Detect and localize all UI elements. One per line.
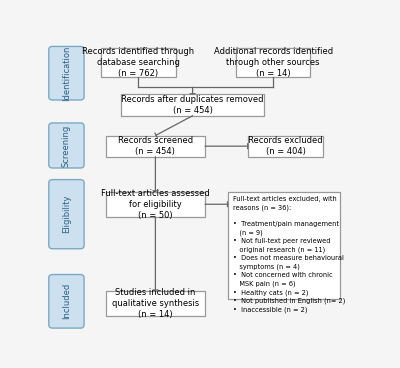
Text: Records after duplicates removed
(n = 454): Records after duplicates removed (n = 45… xyxy=(121,95,264,115)
Text: Full-text articles excluded, with
reasons (n = 36):

•  Treatment/pain managemen: Full-text articles excluded, with reason… xyxy=(232,196,345,313)
Text: Screening: Screening xyxy=(62,124,71,167)
Text: Full-text articles assessed
for eligibility
(n = 50): Full-text articles assessed for eligibil… xyxy=(101,189,210,220)
Text: Identification: Identification xyxy=(62,46,71,101)
Text: Records excluded
(n = 404): Records excluded (n = 404) xyxy=(248,136,323,156)
Text: Records identified through
database searching
(n = 762): Records identified through database sear… xyxy=(82,47,194,78)
Bar xyxy=(228,191,340,299)
Text: Studies included in
qualitative synthesis
(n = 14): Studies included in qualitative synthesi… xyxy=(112,288,199,319)
Bar xyxy=(236,49,310,77)
Text: Additional records identified
through other sources
(n = 14): Additional records identified through ot… xyxy=(214,47,333,78)
Bar xyxy=(101,49,176,77)
Bar xyxy=(106,191,205,217)
Text: Eligibility: Eligibility xyxy=(62,195,71,233)
Text: Included: Included xyxy=(62,283,71,319)
Text: Records screened
(n = 454): Records screened (n = 454) xyxy=(118,136,193,156)
FancyBboxPatch shape xyxy=(49,46,84,100)
FancyBboxPatch shape xyxy=(49,123,84,168)
FancyBboxPatch shape xyxy=(49,275,84,328)
Bar xyxy=(106,135,205,157)
Bar xyxy=(248,135,323,157)
FancyBboxPatch shape xyxy=(49,180,84,249)
Bar xyxy=(121,95,264,116)
Bar xyxy=(106,291,205,316)
